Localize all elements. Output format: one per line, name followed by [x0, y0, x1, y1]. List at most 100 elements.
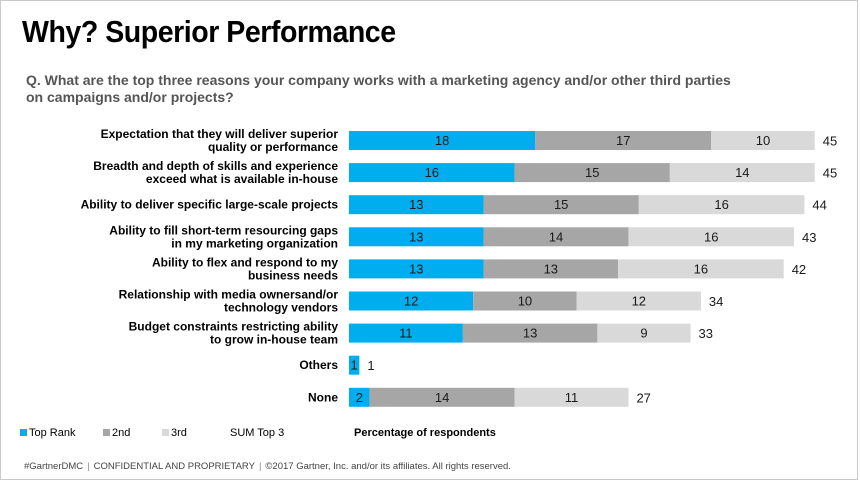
x-axis-label: Percentage of respondents	[354, 427, 496, 439]
footer-tag: #GartnerDMC	[24, 461, 84, 472]
bar-value-label: 14	[549, 229, 563, 244]
category-labels: Expectation that they will deliver super…	[81, 127, 339, 404]
bar-value-label: 16	[694, 261, 708, 276]
bar-value-label: 17	[616, 133, 630, 148]
legend-label: Top Rank	[29, 427, 76, 439]
category-label: Ability to flex and respond to my busines…	[152, 255, 338, 282]
sum-top3-label: 34	[709, 294, 723, 309]
bar-third	[597, 323, 691, 343]
category-label-line: Ability to flex and respond to my	[152, 255, 338, 269]
sum-top3-label: 33	[699, 326, 713, 341]
bar-top-rank	[349, 355, 360, 375]
bar-top-rank	[349, 291, 474, 311]
sum-top3-label: 45	[823, 166, 837, 181]
bar-value-label: 11	[399, 326, 413, 341]
footer-confidential: CONFIDENTIAL AND PROPRIETARY	[93, 461, 255, 472]
slide-title: Why? Superior Performance	[22, 14, 396, 49]
category-label: None	[308, 390, 338, 404]
bar-second	[483, 195, 639, 215]
bar-value-label: 18	[435, 133, 449, 148]
bar-value-label: 9	[640, 326, 647, 341]
category-label-line: quality or performance	[208, 140, 338, 154]
category-label-line: Ability to deliver specific large-scale …	[81, 198, 339, 212]
bar-top-rank	[349, 387, 370, 407]
bar-third	[576, 291, 701, 311]
category-label-line: business needs	[248, 268, 338, 282]
category-label: Budget constraints restricting ability to…	[129, 320, 339, 347]
bar-value-label: 16	[714, 197, 728, 212]
bar-top-rank	[349, 227, 484, 247]
category-label-line: to grow in-house team	[210, 333, 338, 347]
bar-value-label: 10	[756, 133, 770, 148]
bar-third	[638, 195, 805, 215]
sum-top3-label: 1	[367, 358, 374, 373]
legend-label: SUM Top 3	[230, 427, 284, 439]
bar-value-label: 11	[565, 390, 579, 405]
bar-value-label: 15	[585, 165, 599, 180]
bar-top-rank	[349, 131, 536, 150]
bar-value-label: 13	[409, 197, 423, 212]
legend-swatch	[20, 429, 27, 436]
category-label-line: Ability to fill short-term resourcing ga…	[109, 223, 338, 237]
bar-value-label: 13	[523, 326, 537, 341]
bar-second	[369, 387, 515, 407]
category-label-line: technology vendors	[224, 301, 338, 315]
legend-label: 2nd	[112, 427, 130, 439]
bar-top-rank	[349, 163, 515, 183]
bar-value-label: 1	[351, 358, 358, 373]
sum-top3-label: 42	[792, 262, 806, 277]
category-label-line: Expectation that they will deliver super…	[101, 127, 339, 141]
sum-top3-label: 44	[812, 198, 826, 213]
bar-third	[711, 131, 815, 150]
bar-value-label: 10	[518, 294, 532, 309]
bar-second	[535, 131, 712, 150]
bar-second	[462, 323, 598, 343]
bar-top-rank	[349, 259, 484, 279]
sum-top3-label: 45	[823, 134, 837, 149]
category-label: Ability to deliver specific large-scale …	[81, 198, 339, 212]
legend-label: 3rd	[171, 427, 187, 439]
footer-copyright: ©2017 Gartner, Inc. and/or its affiliate…	[265, 461, 511, 472]
category-label-line: None	[308, 390, 338, 404]
bar-value-label: 13	[409, 261, 423, 276]
bar-second	[483, 259, 619, 279]
bar-third	[618, 259, 784, 279]
legend: Top Rank 2nd 3rd SUM Top 3	[20, 427, 284, 439]
footer: #GartnerDMC | CONFIDENTIAL AND PROPRIETARY…	[24, 461, 511, 472]
sum-top3-label: 27	[636, 390, 650, 405]
bar-third	[514, 387, 629, 407]
bar-second	[514, 163, 670, 183]
bar-value-label: 15	[554, 197, 568, 212]
legend-swatch	[103, 429, 110, 436]
category-label-line: exceed what is available in-house	[146, 172, 338, 186]
category-label-line: Breadth and depth of skills and experien…	[93, 159, 338, 173]
category-label: Expectation that they will deliver super…	[101, 127, 339, 154]
footer-separator: |	[258, 461, 262, 472]
category-label: Relationship with media ownersand/or tech…	[119, 288, 339, 315]
bar-third	[669, 163, 815, 183]
category-label-line: Relationship with media ownersand/or	[119, 288, 339, 302]
legend-swatch	[162, 429, 169, 436]
bar-value-label: 13	[544, 261, 558, 276]
category-label: Breadth and depth of skills and experien…	[93, 159, 338, 186]
bar-top-rank	[349, 195, 484, 215]
footer-separator: |	[87, 461, 90, 472]
bar-value-label: 16	[704, 229, 718, 244]
category-label-line: Budget constraints restricting ability	[129, 320, 339, 334]
bar-third	[628, 227, 795, 247]
survey-question: Q. What are the top three reasons your c…	[26, 72, 731, 105]
sum-top3-label: 43	[802, 230, 816, 245]
bar-value-label: 12	[404, 294, 418, 309]
category-label: Ability to fill short-term resourcing ga…	[109, 223, 338, 250]
category-label-line: Others	[299, 358, 338, 372]
bar-value-label: 14	[435, 390, 449, 405]
bars: 18 17 10 45 16 15 14 45 13 15 16 44 13 14 16 43 13 13 16 42…	[349, 131, 837, 407]
bar-value-label: 13	[409, 229, 423, 244]
bar-value-label: 14	[735, 165, 749, 180]
bar-value-label: 2	[356, 390, 363, 405]
bar-second	[483, 227, 629, 247]
bar-value-label: 12	[632, 294, 646, 309]
bar-value-label: 16	[425, 165, 439, 180]
